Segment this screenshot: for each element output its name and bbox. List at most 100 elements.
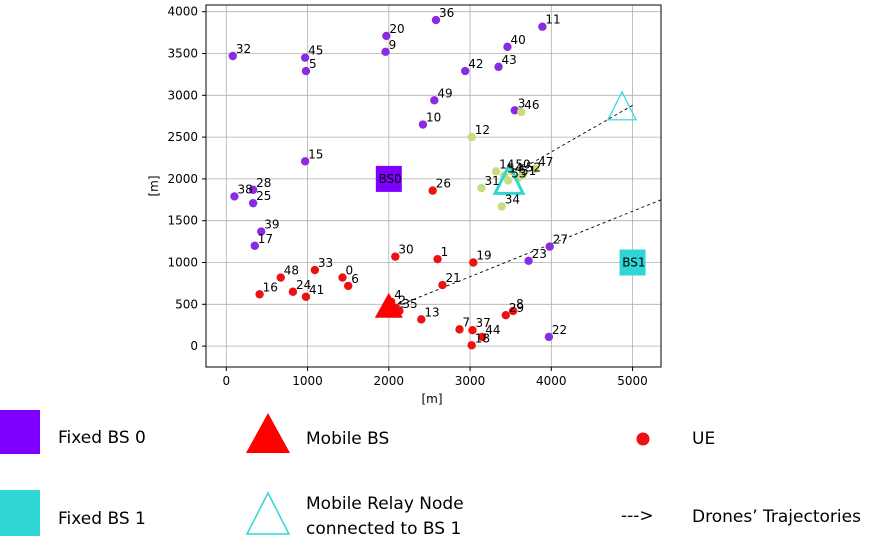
ue-point [300, 157, 310, 166]
legend-ue-label: UE [692, 429, 715, 449]
legend-trajectory-arrow: ---> [621, 506, 654, 526]
x-tick-label: 3000 [455, 374, 486, 388]
ue-label: 50 [515, 157, 530, 171]
legend: Fixed BS 0 Fixed BS 1 Mobile BS Mobile R… [0, 410, 861, 539]
ue-point [417, 315, 426, 324]
ue-point [248, 198, 258, 208]
ue-label: 16 [263, 280, 278, 294]
ue-point [433, 254, 442, 264]
x-tick-label: 2000 [374, 374, 405, 388]
ue-label: 4 [394, 288, 402, 302]
ue-point [250, 241, 259, 250]
ue-point [430, 96, 439, 105]
ue-label: 40 [510, 33, 525, 47]
ue-label: 27 [553, 233, 568, 247]
ue-point [517, 107, 526, 117]
legend-mobile-bs-marker [246, 413, 290, 453]
legend-fixed-bs-1-label: Fixed BS 1 [58, 509, 146, 529]
fixed-bs-labels: BS0 BS1 [379, 172, 646, 270]
ue-label: 35 [402, 297, 417, 311]
trajectory-arrow [519, 104, 633, 170]
ue-label: 37 [476, 316, 491, 330]
ue-label: 2 [398, 294, 406, 308]
ue-label: 6 [351, 272, 359, 286]
ue-label: 51 [521, 164, 536, 178]
relay-node-markers [492, 90, 637, 195]
ue-label: 24 [296, 278, 311, 292]
ue-point [510, 106, 519, 115]
ue-point [431, 15, 441, 25]
ue-label: 7 [463, 315, 471, 329]
ue-label: 3 [518, 96, 526, 110]
legend-fixed-bs-0-label: Fixed BS 0 [58, 428, 146, 448]
x-tick-label: 5000 [617, 374, 648, 388]
ue-label: 11 [545, 13, 560, 27]
ue-point [248, 185, 258, 194]
ue-label: 29 [509, 301, 524, 315]
y-tick-label: 4000 [167, 5, 198, 19]
ue-point [418, 120, 428, 129]
ue-label: 33 [318, 256, 333, 270]
ue-point [288, 287, 298, 296]
ue-point [301, 292, 311, 301]
legend-trajectories-label: Drones’ Trajectories [692, 507, 861, 527]
ue-point [501, 310, 511, 320]
ue-label: 12 [475, 123, 490, 137]
ue-label: 46 [524, 98, 539, 112]
ue-point [438, 280, 447, 290]
ue-labels: 0123456789101112131415161718192021222324… [236, 6, 568, 345]
legend-fixed-bs-0-swatch [0, 410, 40, 454]
ue-label: 28 [256, 176, 271, 190]
ue-point [477, 183, 486, 193]
ue-label: 36 [439, 6, 454, 20]
ue-label: 21 [445, 271, 460, 285]
mobile-bs-marker [374, 292, 403, 318]
ue-point [230, 192, 239, 201]
ue-label: 9 [389, 38, 397, 52]
ue-label: 26 [436, 177, 451, 191]
ue-label: 38 [237, 182, 252, 196]
ue-point [381, 47, 390, 57]
ue-label: 20 [389, 22, 404, 36]
ue-label: 47 [538, 155, 553, 169]
ue-label: 14 [499, 157, 514, 171]
ue-label: 8 [516, 297, 524, 311]
ue-point [460, 66, 470, 76]
ue-point [455, 325, 464, 334]
ue-label: 22 [552, 323, 567, 337]
x-axis-label: [m] [421, 392, 442, 406]
ue-label: 5 [309, 57, 317, 71]
legend-relay-label-line-1: Mobile Relay Node [306, 494, 464, 514]
ue-point [391, 252, 400, 261]
ue-point [544, 332, 554, 342]
ue-point [467, 341, 476, 350]
ue-label: 48 [284, 264, 299, 278]
ue-point [301, 66, 311, 76]
ue-point [469, 258, 478, 267]
x-axis-ticks: 0 1000 2000 3000 4000 5000 [222, 367, 648, 388]
legend-relay-label-line-2: connected to BS 1 [306, 519, 461, 539]
ue-point [491, 167, 501, 176]
y-tick-label: 3500 [167, 46, 198, 60]
legend-ue-marker [636, 432, 650, 446]
ue-label: 1 [441, 245, 449, 259]
ue-label: 10 [426, 111, 441, 125]
ue-point [545, 242, 554, 251]
x-tick-label: 1000 [292, 374, 323, 388]
trajectories [395, 104, 662, 306]
ue-label: 54 [507, 162, 522, 176]
x-tick-label: 4000 [536, 374, 567, 388]
ue-label: 23 [532, 247, 547, 261]
mobile-bs-markers [374, 292, 403, 318]
ue-label: 44 [485, 323, 500, 337]
y-tick-label: 3000 [167, 88, 198, 102]
ue-label: 39 [264, 218, 279, 232]
ue-label: 25 [256, 189, 271, 203]
y-axis-label: [m] [147, 175, 161, 196]
ue-label: 45 [308, 44, 323, 58]
ue-point [276, 273, 285, 282]
ue-label: 13 [424, 305, 439, 319]
ue-label: 52 [526, 161, 541, 175]
grid-lines [206, 5, 661, 367]
y-tick-label: 500 [175, 297, 198, 311]
